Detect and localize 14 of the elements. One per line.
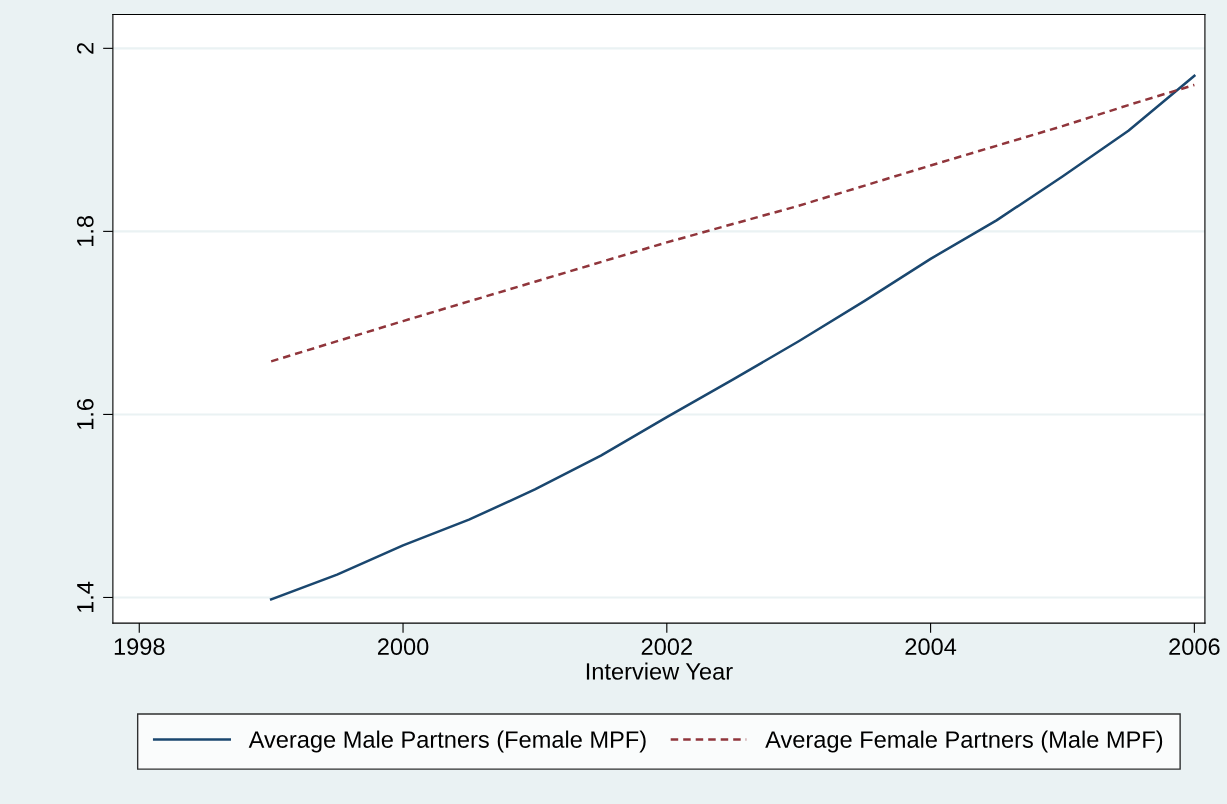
- y-tick-label: 1.4: [77, 581, 94, 613]
- legend-label: Average Male Partners (Female MPF): [248, 730, 646, 753]
- x-tick-label: 2002: [641, 638, 692, 656]
- line-series: [269, 74, 1196, 601]
- x-tick-label: 1998: [114, 638, 165, 656]
- line-series: [269, 83, 1196, 363]
- y-tick-label: 2: [76, 42, 94, 54]
- x-tick-label: 2004: [905, 638, 957, 656]
- legend-label: Average Female Partners (Male MPF): [765, 730, 1163, 753]
- x-tick-label: 2000: [377, 638, 429, 656]
- y-tick-label: 1.6: [76, 399, 94, 430]
- x-tick-label: 2006: [1169, 638, 1220, 656]
- x-axis-title: Interview Year: [586, 662, 733, 680]
- y-tick-label: 1.8: [76, 216, 94, 246]
